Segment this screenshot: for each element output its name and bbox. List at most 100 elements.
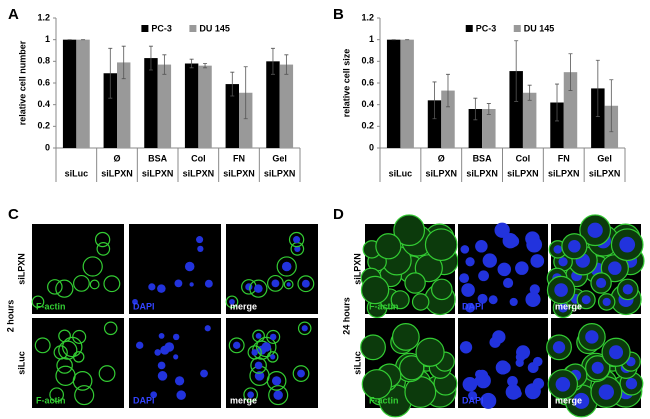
channel-label: DAPI	[462, 301, 484, 311]
actin-cell	[94, 231, 111, 248]
nucleus	[196, 236, 204, 244]
legend-label: DU 145	[199, 23, 230, 33]
actin-cell	[72, 329, 87, 344]
nucleus	[532, 377, 545, 390]
actin-cell	[360, 275, 390, 305]
x-tick-label: siLPXN	[466, 168, 498, 178]
nucleus	[598, 384, 615, 400]
nucleus	[251, 349, 258, 356]
x-tick-label: siLPXN	[548, 168, 580, 178]
x-tick-label: siLuc	[65, 168, 89, 178]
actin-cell	[268, 385, 289, 406]
nucleus	[461, 283, 475, 297]
nucleus	[293, 236, 301, 244]
actin-cell	[34, 337, 51, 354]
nucleus	[596, 277, 607, 289]
nucleus	[157, 371, 168, 381]
nucleus	[609, 345, 624, 360]
actin-cell	[55, 279, 74, 298]
nucleus	[247, 391, 255, 399]
y-tick-label: 0.6	[37, 77, 50, 87]
actin-cell	[399, 355, 425, 381]
actin-cell	[82, 256, 103, 277]
error-bar	[473, 97, 478, 121]
nucleus	[555, 376, 571, 392]
error-bar	[486, 103, 491, 115]
nucleus	[573, 392, 590, 409]
nucleus	[498, 361, 511, 374]
error-bar	[270, 47, 275, 75]
nucleus	[189, 282, 194, 287]
x-tick-label: siLuc	[389, 168, 413, 178]
error-bar	[108, 47, 113, 99]
error-bar	[609, 79, 614, 133]
legend-swatch	[465, 25, 473, 32]
nucleus	[200, 369, 208, 378]
actin-cell	[96, 242, 111, 256]
bar	[591, 88, 605, 148]
actin-cell	[103, 321, 118, 336]
nucleus	[602, 297, 611, 307]
bar	[62, 39, 77, 148]
x-tick-label: siLPXN	[142, 168, 174, 178]
nucleus	[150, 391, 158, 399]
bar	[441, 90, 455, 148]
legend-swatch	[141, 25, 149, 32]
nucleus	[157, 361, 166, 370]
nucleus	[622, 284, 633, 295]
nucleus	[526, 236, 543, 253]
channel-label: merge	[230, 395, 257, 405]
y-axis-title: relative cell number	[17, 40, 27, 125]
y-tick-label: 1	[369, 34, 374, 44]
error-bar	[203, 63, 208, 69]
nucleus	[529, 284, 540, 295]
bar	[550, 102, 564, 148]
treatment-label: Col	[191, 153, 206, 163]
nucleus	[462, 376, 478, 392]
nucleus	[254, 284, 263, 293]
legend-label: PC-3	[151, 23, 172, 33]
nucleus	[157, 284, 166, 293]
x-tick-label: siLPXN	[425, 168, 457, 178]
bar	[266, 61, 280, 149]
nucleus	[558, 257, 568, 267]
error-bar	[148, 45, 153, 71]
nucleus	[509, 297, 518, 307]
nucleus	[174, 279, 183, 288]
x-tick-label: siLPXN	[101, 168, 133, 178]
nucleus	[158, 333, 165, 339]
actin-cell	[375, 233, 402, 260]
nucleus	[478, 270, 489, 282]
nucleus	[476, 369, 489, 382]
micrograph	[226, 318, 318, 408]
nucleus	[515, 261, 529, 275]
nucleus	[301, 325, 308, 332]
legend-swatch	[513, 25, 521, 32]
treatment-label: Gel	[597, 153, 612, 163]
actin-cell	[267, 274, 284, 292]
nucleus	[480, 392, 497, 409]
actin-cell	[431, 278, 453, 301]
error-bar	[243, 66, 248, 120]
nucleus	[164, 342, 175, 352]
bar	[279, 64, 294, 148]
bar	[225, 84, 239, 148]
micrograph	[226, 224, 318, 314]
legend-label: DU 145	[524, 23, 555, 33]
bar	[400, 39, 414, 148]
actin-cell	[243, 387, 259, 403]
error-bar	[514, 40, 519, 102]
panel-letter: D	[333, 206, 344, 223]
treatment-label: Ø	[438, 153, 445, 163]
bar	[509, 71, 523, 148]
nucleus	[154, 349, 161, 356]
actin-cell	[228, 337, 245, 354]
channel-label: F-actin	[369, 301, 399, 311]
time-label: 2 hours	[5, 300, 15, 333]
nucleus	[482, 253, 497, 268]
nucleus	[568, 240, 581, 253]
bar	[386, 39, 401, 148]
micrograph	[129, 318, 221, 408]
nucleus	[148, 283, 156, 291]
bar	[563, 72, 578, 148]
